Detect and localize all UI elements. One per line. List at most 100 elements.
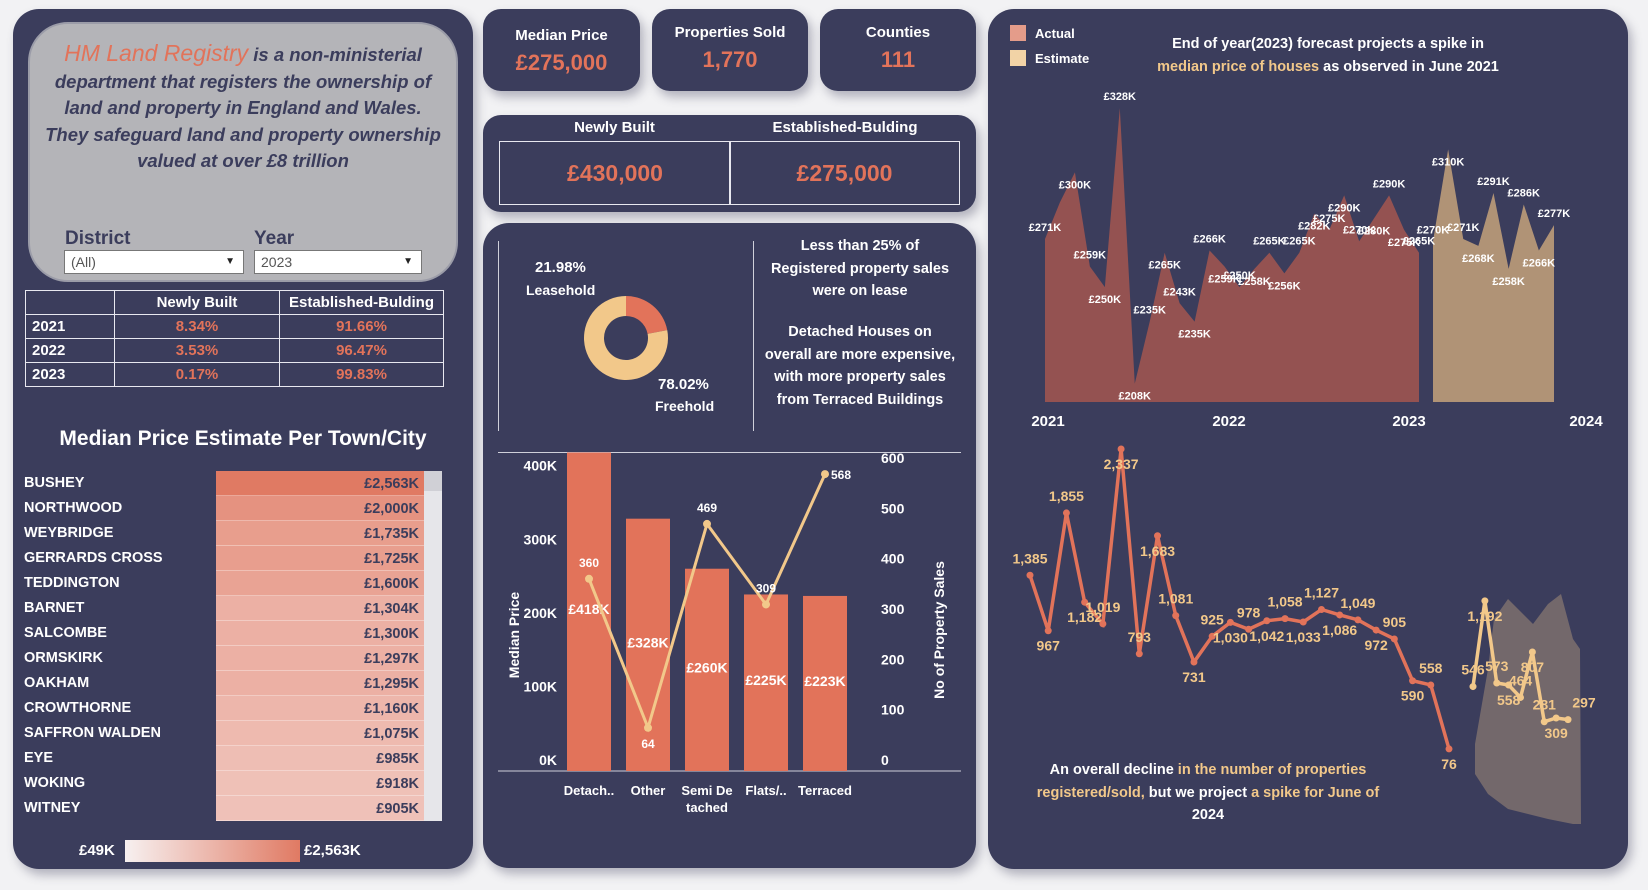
donut-slice-freehold[interactable]: [584, 296, 668, 380]
actual-point[interactable]: [1226, 618, 1234, 626]
estimate-point[interactable]: [1505, 681, 1513, 689]
actual-point[interactable]: [1117, 445, 1125, 453]
sales-point[interactable]: [644, 723, 652, 732]
actual-point-label: 1,855: [1049, 488, 1084, 504]
town-value: £905K: [376, 801, 419, 817]
legend-estimate: Estimate: [1035, 51, 1090, 66]
actual-label: £235K: [1134, 305, 1166, 317]
lease-note: Less than 25% of Registered property sal…: [770, 238, 950, 299]
town-bar: £1,075K: [216, 721, 424, 746]
town-row: WITNEY £905K: [13, 796, 473, 821]
actual-point[interactable]: [1427, 681, 1435, 689]
actual-point[interactable]: [1190, 658, 1198, 666]
sales-point[interactable]: [585, 574, 593, 583]
row-newly: 0.17%: [114, 362, 280, 387]
brand-name: HM Land Registry: [64, 40, 249, 66]
actual-point[interactable]: [1354, 616, 1362, 624]
actual-label: £265K: [1253, 236, 1285, 248]
year-label: Year: [254, 228, 295, 249]
actual-point-label: 1,081: [1158, 591, 1193, 607]
actual-point[interactable]: [1044, 627, 1052, 635]
actual-label: £265K: [1403, 236, 1435, 248]
title-part2: as observed in June 2021: [1319, 58, 1499, 75]
year-select[interactable]: 2023 ▼: [254, 250, 422, 274]
town-name: BARNET: [24, 600, 85, 616]
note-part1: An overall decline: [1049, 762, 1174, 778]
town-value: £918K: [376, 776, 419, 792]
actual-point[interactable]: [1445, 745, 1453, 753]
actual-point[interactable]: [1099, 620, 1107, 628]
scrollbar-thumb[interactable]: [424, 471, 442, 491]
town-bar: £1,600K: [216, 571, 424, 596]
bar-3[interactable]: [744, 594, 788, 771]
sales-point[interactable]: [762, 600, 770, 609]
bar-2[interactable]: [685, 568, 729, 771]
estimate-point[interactable]: [1528, 648, 1536, 656]
actual-point[interactable]: [1026, 571, 1034, 579]
actual-label: £275K: [1388, 237, 1420, 249]
town-bar: £1,725K: [216, 546, 424, 571]
sales-label: 568: [831, 468, 851, 482]
town-bar: £1,295K: [216, 671, 424, 696]
estimate-point[interactable]: [1481, 597, 1489, 605]
estimate-label: £266K: [1523, 257, 1555, 269]
actual-point-label: 1,182: [1067, 609, 1102, 625]
estimate-point[interactable]: [1469, 683, 1477, 691]
actual-point-label: 978: [1237, 604, 1261, 620]
sales-point[interactable]: [821, 470, 829, 479]
actual-point[interactable]: [1299, 618, 1307, 626]
x-tick-label: 2021: [1031, 413, 1064, 429]
district-select[interactable]: (All) ▼: [64, 250, 244, 274]
actual-point[interactable]: [1135, 650, 1143, 658]
town-bar: £1,160K: [216, 696, 424, 721]
estimate-point[interactable]: [1552, 714, 1560, 722]
estimate-point[interactable]: [1517, 693, 1524, 701]
town-name: SAFFRON WALDEN: [24, 725, 161, 741]
bar-0[interactable]: [567, 452, 611, 771]
actual-point[interactable]: [1245, 625, 1253, 633]
sales-point[interactable]: [703, 519, 711, 528]
y2-tick-label: 500: [881, 500, 905, 516]
forecast-band: [1475, 594, 1581, 824]
estimate-point[interactable]: [1540, 718, 1548, 726]
price-chart-title: End of year(2023) forecast projects a sp…: [1148, 33, 1508, 78]
freehold-label: Freehold: [655, 398, 715, 414]
district-label: District: [65, 228, 131, 249]
legend-actual: Actual: [1035, 26, 1075, 41]
row-established: 99.83%: [279, 362, 444, 387]
actual-point[interactable]: [1372, 626, 1380, 634]
estimate-point-label: 573: [1485, 658, 1509, 674]
actual-point[interactable]: [1317, 606, 1325, 614]
town-bar: £2,563K: [216, 471, 424, 496]
x-tick-label: Detach..: [564, 783, 615, 798]
estimate-point[interactable]: [1564, 716, 1572, 724]
actual-point[interactable]: [1081, 598, 1089, 606]
y-tick-label: 200K: [524, 605, 557, 621]
actual-point[interactable]: [1390, 635, 1398, 643]
estimate-point-label: 297: [1572, 695, 1596, 711]
actual-point-label: 1,683: [1140, 543, 1175, 559]
actual-point[interactable]: [1336, 611, 1344, 619]
town-row: BARNET £1,304K: [13, 596, 473, 621]
actual-point[interactable]: [1062, 509, 1070, 517]
donut-slice-leasehold[interactable]: [626, 296, 668, 334]
actual-point[interactable]: [1281, 615, 1289, 623]
actual-label: £290K: [1373, 178, 1405, 190]
town-name: SALCOMBE: [24, 625, 107, 641]
town-row: CROWTHORNE £1,160K: [13, 696, 473, 721]
actual-point[interactable]: [1154, 532, 1162, 540]
actual-point[interactable]: [1263, 617, 1271, 625]
actual-point-label: 793: [1128, 629, 1152, 645]
bar-label: £223K: [804, 673, 845, 689]
actual-point[interactable]: [1172, 612, 1180, 620]
estimate-point-label: 464: [1509, 672, 1533, 688]
median-price-area-chart: £271K£300K£259K£250K£328K£208K£235K£265K…: [1029, 91, 1604, 429]
town-row: OAKHAM £1,295K: [13, 671, 473, 696]
actual-point[interactable]: [1208, 632, 1216, 640]
town-list-scrollbar[interactable]: [424, 471, 442, 821]
left-panel: HM Land Registry is a non-ministerial de…: [13, 9, 473, 869]
bar-4[interactable]: [803, 595, 847, 771]
estimate-point[interactable]: [1493, 679, 1501, 687]
legend-min: £49K: [79, 842, 115, 859]
actual-point[interactable]: [1409, 677, 1417, 685]
